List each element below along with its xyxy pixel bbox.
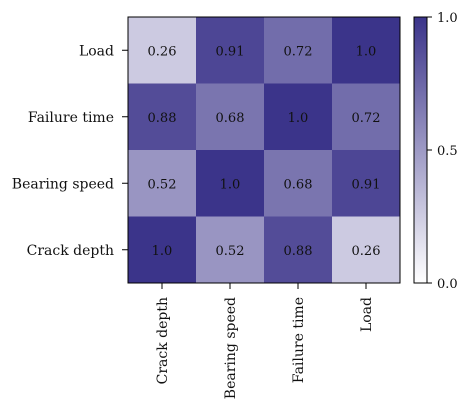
colorbar-gradient bbox=[413, 16, 428, 284]
heatmap-cell bbox=[264, 216, 333, 284]
x-tick-label: Failure time bbox=[291, 297, 307, 383]
cell-value-label: 0.91 bbox=[352, 177, 381, 192]
heatmap-cell bbox=[196, 83, 265, 151]
cell-value-label: 0.52 bbox=[216, 244, 245, 259]
heatmap-cell bbox=[128, 216, 197, 284]
cell-value-label: 1.0 bbox=[220, 177, 241, 192]
x-axis: Crack depth Bearing speed Failure time Load bbox=[155, 283, 375, 399]
cell-value-label: 0.72 bbox=[352, 111, 381, 126]
x-tick-label: Bearing speed bbox=[223, 297, 239, 399]
cell-value-labels: 0.26 0.91 0.72 1.0 0.88 0.68 1.0 0.72 0.52 1.0 0.6… bbox=[148, 44, 381, 259]
cell-value-label: 0.52 bbox=[148, 177, 177, 192]
cell-value-label: 0.26 bbox=[352, 244, 381, 259]
heatmap-cell bbox=[128, 17, 197, 84]
heatmap-cell bbox=[332, 17, 401, 84]
y-tick-label: Crack depth bbox=[27, 243, 114, 259]
heatmap-cells bbox=[128, 17, 401, 284]
heatmap-cell bbox=[332, 216, 401, 284]
plot-frame bbox=[127, 16, 401, 284]
colorbar-ticks: 1.0 0.5 0.0 bbox=[427, 11, 458, 292]
y-tick-label: Load bbox=[79, 43, 114, 59]
cell-value-label: 0.68 bbox=[284, 177, 313, 192]
cell-value-label: 1.0 bbox=[356, 44, 377, 59]
colorbar-tick-label: 0.5 bbox=[437, 144, 458, 159]
colorbar: 1.0 0.5 0.0 bbox=[413, 11, 458, 292]
cell-value-label: 0.88 bbox=[284, 244, 313, 259]
heatmap-cell bbox=[264, 83, 333, 151]
heatmap-cell bbox=[196, 216, 265, 284]
heatmap-cell bbox=[332, 150, 401, 217]
x-tick-label: Crack depth bbox=[155, 297, 171, 384]
x-tick-label: Load bbox=[359, 297, 375, 332]
cell-value-label: 0.72 bbox=[284, 44, 313, 59]
heatmap-cell bbox=[128, 83, 197, 151]
colorbar-tick-label: 0.0 bbox=[437, 277, 458, 292]
cell-value-label: 0.91 bbox=[216, 44, 245, 59]
cell-value-label: 0.88 bbox=[148, 111, 177, 126]
colorbar-tick-label: 1.0 bbox=[437, 11, 458, 26]
heatmap-cell bbox=[264, 150, 333, 217]
cell-value-label: 0.26 bbox=[148, 44, 177, 59]
heatmap-cell bbox=[332, 83, 401, 151]
heatmap-cell bbox=[196, 150, 265, 217]
cell-value-label: 0.68 bbox=[216, 111, 245, 126]
y-tick-label: Failure time bbox=[28, 110, 114, 126]
heatmap-cell bbox=[196, 17, 265, 84]
heatmap-cell bbox=[128, 150, 197, 217]
heatmap-cell bbox=[264, 17, 333, 84]
cell-value-label: 1.0 bbox=[152, 244, 173, 259]
y-tick-label: Bearing speed bbox=[12, 176, 114, 192]
y-axis: Load Failure time Bearing speed Crack depth bbox=[12, 43, 128, 259]
cell-value-label: 1.0 bbox=[288, 111, 309, 126]
